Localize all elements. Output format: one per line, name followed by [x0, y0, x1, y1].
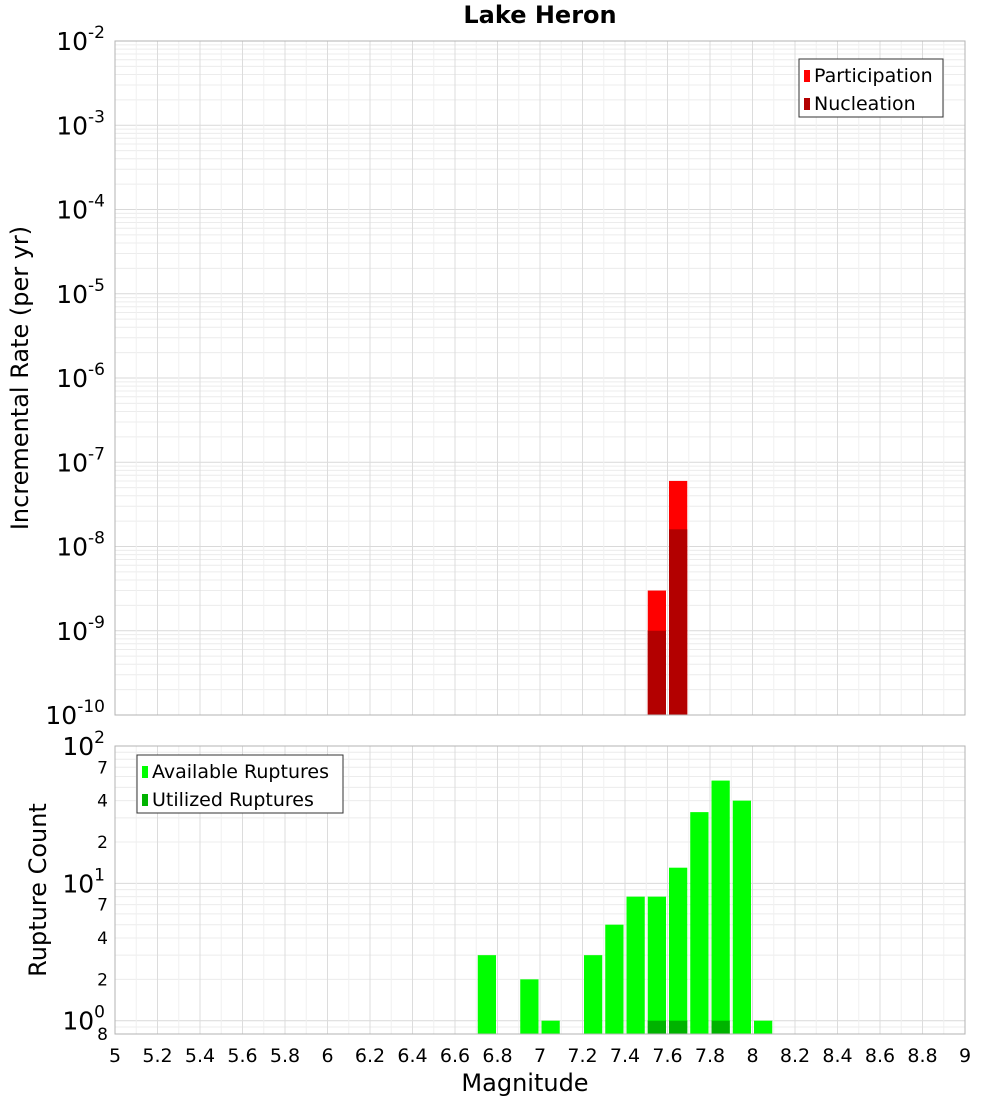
y-minor-tick-label: 4 [97, 929, 108, 949]
legend-entry: Utilized Ruptures [152, 789, 314, 811]
plot-frame [114, 40, 966, 716]
legend-entry: Nucleation [814, 93, 916, 115]
x-tick-label: 6.4 [397, 1045, 427, 1067]
x-tick-label: 6 [321, 1045, 333, 1067]
legend-swatch [804, 98, 810, 110]
bar [669, 867, 688, 1034]
legend: Available Ruptures Utilized Ruptures [136, 754, 344, 814]
y-axis-title: Incremental Rate (per yr) [6, 226, 34, 530]
x-tick-label: 5.4 [185, 1045, 215, 1067]
bar [732, 800, 751, 1034]
legend: Participation Nucleation [798, 58, 944, 118]
bar [690, 812, 709, 1034]
y-tick-label: 10-4 [56, 192, 105, 225]
x-tick-label: 6.2 [355, 1045, 385, 1067]
bar [605, 924, 624, 1034]
y-tick-label: 102 [62, 728, 105, 761]
y-minor-tick-label: 8 [97, 1025, 108, 1045]
legend-entry: Participation [814, 65, 933, 87]
x-tick-label: 7.2 [567, 1045, 597, 1067]
series-utilized-ruptures [647, 1020, 730, 1034]
bar [647, 1020, 666, 1034]
x-axis: 5 5.2 5.4 5.6 5.8 6 6.2 6.4 6.6 6.8 7 7.2 7.4 7.6 7.8 8… [109, 1045, 971, 1097]
y-minor-tick-label: 2 [97, 970, 108, 990]
x-tick-label: 7.8 [695, 1045, 725, 1067]
y-minor-tick-label: 7 [97, 758, 108, 778]
y-tick-label: 100 [62, 1003, 105, 1036]
legend-box [798, 58, 944, 118]
bar [477, 955, 496, 1034]
x-tick-label: 6.8 [482, 1045, 512, 1067]
x-tick-label: 5.6 [227, 1045, 257, 1067]
plot-frame [114, 745, 966, 1035]
x-tick-label: 8.8 [907, 1045, 937, 1067]
bar [647, 630, 666, 715]
bar [669, 529, 688, 715]
series-available-ruptures [477, 780, 773, 1034]
x-tick-label: 6.6 [440, 1045, 470, 1067]
x-tick-label: 5.2 [142, 1045, 172, 1067]
legend-swatch [142, 794, 148, 806]
y-axis-title: Rupture Count [24, 803, 52, 977]
x-tick-label: 8 [746, 1045, 758, 1067]
x-tick-label: 7.6 [652, 1045, 682, 1067]
bar [669, 1020, 688, 1034]
legend-entry: Available Ruptures [152, 761, 329, 783]
y-tick-label: 10-9 [56, 613, 105, 646]
legend-box [136, 754, 344, 814]
legend-swatch [142, 766, 148, 778]
bar [711, 1020, 730, 1034]
y-minor-tick-label: 2 [97, 833, 108, 853]
y-minor-tick-label: 7 [97, 896, 108, 916]
x-tick-label: 8.2 [780, 1045, 810, 1067]
panel-0: 10-10 10-9 10-8 10-7 10-6 10-5 10-4 10-3 10-2 Inc… [6, 23, 966, 730]
x-tick-label: 9 [959, 1045, 971, 1067]
x-tick-label: 5.8 [270, 1045, 300, 1067]
x-axis-title: Magnitude [461, 1069, 588, 1097]
bar [626, 896, 645, 1034]
x-tick-label: 5 [109, 1045, 121, 1067]
legend-swatch [804, 70, 810, 82]
bar [520, 979, 539, 1034]
bar [754, 1020, 773, 1034]
bar [647, 896, 666, 1034]
x-tick-label: 8.6 [865, 1045, 895, 1067]
y-tick-label: 10-2 [56, 23, 105, 56]
x-tick-label: 8.4 [822, 1045, 852, 1067]
x-tick-label: 7 [534, 1045, 546, 1067]
series-nucleation [647, 529, 688, 715]
y-tick-label: 10-5 [56, 276, 105, 309]
y-tick-label: 10-10 [45, 697, 105, 730]
y-minor-tick-label: 4 [97, 792, 108, 812]
y-tick-label: 101 [62, 865, 105, 898]
x-tick-label: 7.4 [610, 1045, 640, 1067]
bar [541, 1020, 560, 1034]
panel-1: 100 101 102 8 2 4 7 2 4 7 Rupture Count Available R… [24, 728, 966, 1045]
gridlines [114, 41, 966, 716]
y-tick-label: 10-8 [56, 529, 105, 562]
y-tick-label: 10-6 [56, 360, 105, 393]
chart-title: Lake Heron [463, 1, 616, 29]
y-tick-label: 10-3 [56, 107, 105, 140]
bar [584, 955, 603, 1034]
y-tick-label: 10-7 [56, 444, 105, 477]
bar [711, 780, 730, 1034]
